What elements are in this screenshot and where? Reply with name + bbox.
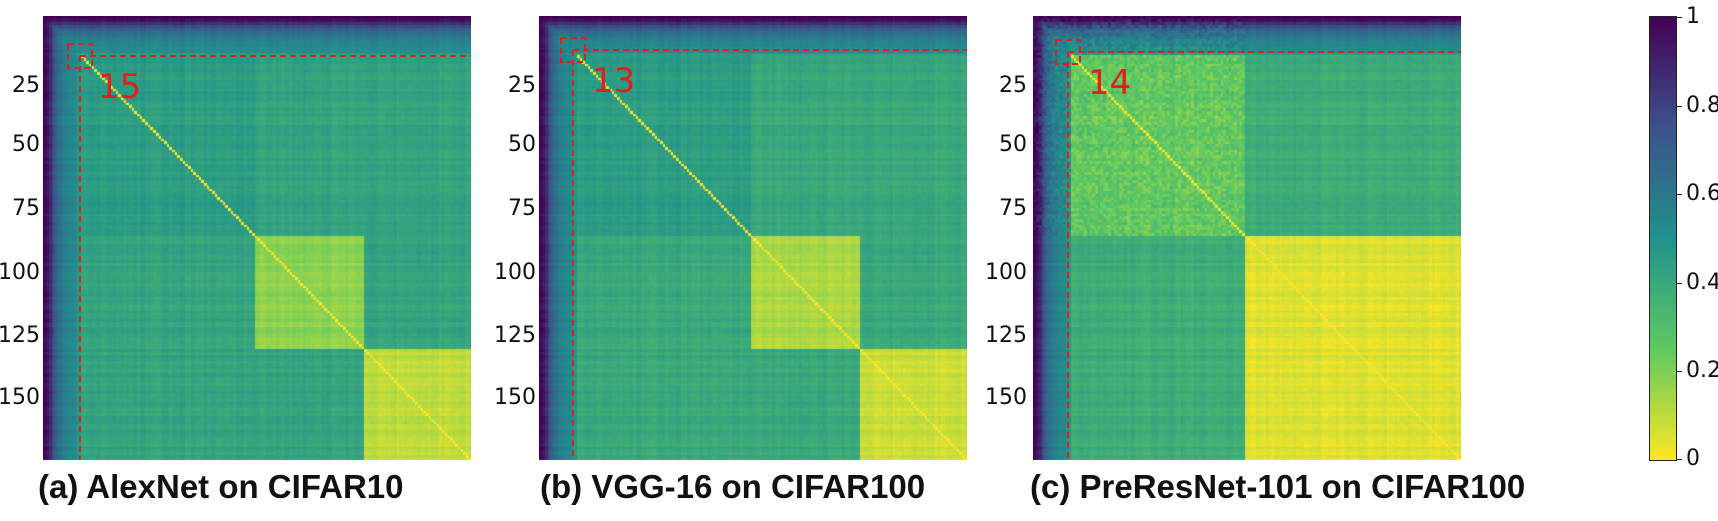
panel-caption-c: (c) PreResNet-101 on CIFAR100 [1030, 468, 1526, 505]
y-tick-label: 50 [508, 132, 536, 157]
y-tick-label: 150 [985, 385, 1027, 410]
y-tick-label: 75 [12, 196, 40, 221]
y-tick-label: 25 [999, 73, 1027, 98]
colorbar-tick-mark [1676, 283, 1682, 284]
annotation-label-b: 13 [592, 61, 636, 101]
colorbar-tick-label: 1 [1686, 4, 1700, 29]
annotation-label-c: 14 [1088, 63, 1132, 103]
y-tick-label: 150 [494, 385, 536, 410]
colorbar-tick-label: 0.6 [1686, 181, 1718, 206]
colorbar-tick-label: 0.2 [1686, 358, 1718, 383]
heatmap-c [1033, 16, 1461, 460]
annotation-overlay-a [67, 43, 471, 460]
y-tick-label: 25 [508, 73, 536, 98]
y-tick-label: 75 [999, 196, 1027, 221]
y-tick-label: 50 [999, 132, 1027, 157]
panel-caption-a: (a) AlexNet on CIFAR10 [38, 468, 404, 505]
y-tick-label: 150 [0, 385, 40, 410]
y-tick-label: 125 [985, 323, 1027, 348]
y-tick-label: 25 [12, 73, 40, 98]
y-tick-label: 100 [985, 260, 1027, 285]
y-tick-label: 75 [508, 196, 536, 221]
y-tick-label: 125 [494, 323, 536, 348]
annotation-overlay-b [560, 37, 967, 460]
colorbar-tick-mark [1676, 17, 1682, 18]
annotation-label-a: 15 [98, 67, 142, 107]
colorbar-tick-mark [1676, 371, 1682, 372]
y-tick-label: 125 [0, 323, 40, 348]
colorbar [1649, 16, 1677, 461]
heatmap-a [43, 16, 471, 460]
colorbar-tick-mark [1676, 194, 1682, 195]
y-tick-label: 100 [0, 260, 40, 285]
colorbar-tick-mark [1676, 106, 1682, 107]
y-tick-label: 100 [494, 260, 536, 285]
y-tick-label: 50 [12, 132, 40, 157]
annotation-overlay-c [1055, 39, 1461, 460]
panel-caption-b: (b) VGG-16 on CIFAR100 [540, 468, 926, 505]
colorbar-tick-label: 0 [1686, 446, 1700, 471]
colorbar-tick-mark [1676, 459, 1682, 460]
colorbar-tick-label: 0.8 [1686, 93, 1718, 118]
heatmap-b [539, 16, 967, 460]
colorbar-tick-label: 0.4 [1686, 270, 1718, 295]
